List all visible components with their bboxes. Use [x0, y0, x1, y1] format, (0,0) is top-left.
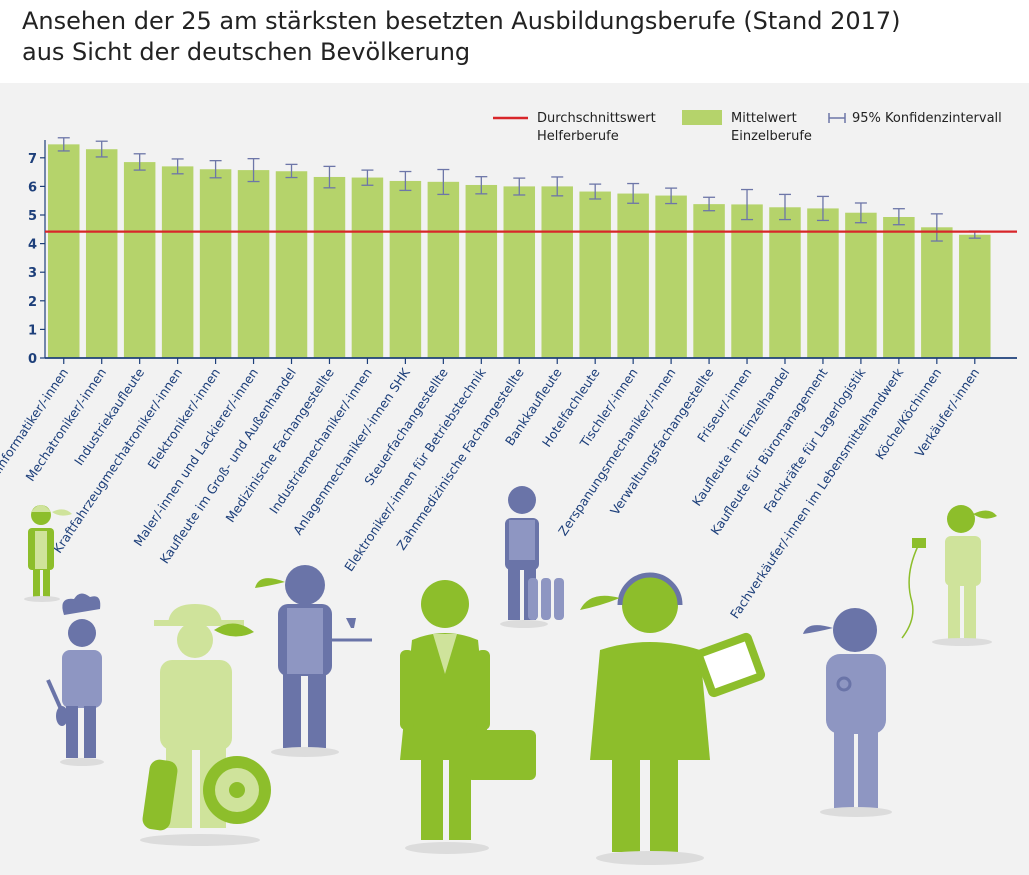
y-tick-label: 3 [28, 266, 37, 281]
error-bar [589, 183, 602, 200]
figure-cook-small [24, 505, 72, 602]
legend-average-label-2: Helferberufe [537, 129, 619, 144]
legend-ci-swatch [828, 113, 846, 123]
error-bar [551, 176, 564, 197]
title-line-2: aus Sicht der deutschen Bevölkerung [22, 38, 471, 66]
bar [503, 186, 536, 358]
bar [351, 177, 384, 358]
legend-average-label-1: Durchschnittswert [537, 111, 656, 126]
legend-ci-label: 95% Konfidenzintervall [852, 111, 1002, 126]
figure-plumber [500, 486, 564, 628]
y-tick-label: 5 [28, 209, 37, 224]
y-tick-label: 7 [28, 152, 37, 167]
error-bar [323, 165, 336, 189]
error-bar [703, 196, 716, 212]
error-bar [854, 202, 867, 224]
y-tick-label: 2 [28, 295, 37, 310]
category-label: Elektroniker/-innen für Betriebstechnik [341, 365, 489, 574]
bar [693, 204, 725, 358]
category-label: Elektroniker/-innen [144, 365, 223, 472]
illustration-figures [24, 486, 997, 865]
bar [389, 180, 422, 358]
error-bar [57, 137, 70, 152]
error-bar [513, 177, 526, 196]
error-bar [665, 187, 678, 205]
bar [541, 186, 573, 358]
error-bar [361, 169, 374, 186]
error-bar [816, 195, 829, 222]
bar [275, 171, 308, 358]
error-bar [95, 140, 108, 158]
error-bar [475, 176, 488, 195]
y-tick-label: 6 [28, 180, 37, 195]
error-bar [892, 208, 905, 226]
error-bar [437, 168, 450, 196]
figure-nurse [803, 608, 892, 817]
legend-mean-label-1: Mittelwert [731, 111, 797, 126]
bar [85, 149, 118, 358]
error-bar [209, 160, 222, 179]
bar [617, 193, 649, 358]
bar [579, 191, 611, 358]
bar [427, 181, 460, 358]
legend-bar-swatch [682, 110, 722, 125]
chart-title: Ansehen der 25 am stärksten besetzten Au… [22, 6, 1012, 68]
bar [883, 217, 915, 358]
y-tick-label: 0 [28, 352, 37, 367]
error-bar [930, 213, 943, 242]
bar [959, 234, 991, 358]
bar [313, 176, 346, 358]
bar [807, 208, 839, 358]
bar [237, 170, 270, 358]
error-bar [171, 158, 184, 175]
error-bar [778, 193, 791, 221]
figure-waiter [255, 565, 372, 757]
bar [921, 227, 953, 358]
error-bar [399, 170, 412, 192]
legend: Durchschnittswert Helferberufe Mittelwer… [493, 110, 1002, 144]
title-line-1: Ansehen der 25 am stärksten besetzten Au… [22, 7, 901, 35]
error-bar [247, 158, 260, 183]
figure-hairdresser [901, 505, 997, 646]
bar [161, 166, 194, 358]
y-tick-label: 4 [28, 238, 37, 253]
bar [48, 144, 80, 358]
error-bar [741, 188, 754, 221]
legend-mean-label-2: Einzelberufe [731, 129, 812, 144]
bar [845, 212, 877, 358]
bar [199, 169, 232, 358]
bar [655, 195, 687, 358]
figure-car-mechanic [140, 604, 271, 846]
error-bar [285, 163, 298, 179]
figure-businessman [400, 580, 536, 854]
figure-chef [46, 593, 104, 766]
y-tick-label: 1 [28, 323, 37, 338]
bar [769, 207, 801, 358]
category-label: Industriekaufleute [71, 365, 147, 468]
bar [465, 184, 498, 358]
bar [731, 204, 763, 358]
figure-call-center [580, 572, 766, 865]
bar [123, 162, 156, 358]
error-bar [627, 182, 640, 204]
error-bar [133, 153, 146, 171]
